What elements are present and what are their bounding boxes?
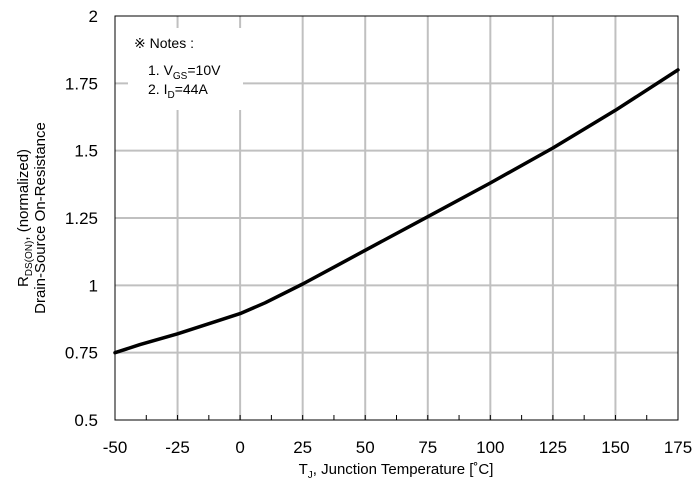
y-axis-title-line2: Drain-Source On-Resistance xyxy=(32,122,49,314)
y-axis-title-line1: RDS(ON), (normalized) xyxy=(15,149,35,287)
x-tick-label: 0 xyxy=(235,438,244,457)
y-tick-label: 0.75 xyxy=(65,344,98,363)
series-layer xyxy=(113,68,680,355)
y-axis-title-line1-sub: DS(ON) xyxy=(24,241,35,277)
y-tick-label: 2 xyxy=(89,7,98,26)
note-2-suffix: =44A xyxy=(175,81,209,97)
x-axis-title-sub: J xyxy=(308,470,313,481)
x-tick-label: 50 xyxy=(356,438,375,457)
x-tick-labels: -50 -25 0 25 50 75 100 125 150 175 xyxy=(103,438,692,457)
y-tick-labels: 0.5 0.75 1 1.25 1.5 1.75 2 xyxy=(65,7,98,430)
plot-frame xyxy=(114,15,679,421)
note-2-sub: D xyxy=(167,90,174,101)
x-tick-label: -25 xyxy=(165,438,190,457)
note-2-prefix: 2. I xyxy=(148,81,167,97)
note-1-suffix: =10V xyxy=(187,62,221,78)
y-axis-title: RDS(ON), (normalized) Drain-Source On-Re… xyxy=(15,122,49,314)
notes-box xyxy=(128,28,243,110)
note-1-prefix: 1. V xyxy=(148,62,174,78)
x-tick-label: 150 xyxy=(601,438,629,457)
y-axis-title-line1-main: R xyxy=(15,276,32,287)
x-axis-title-rest: , Junction Temperature [˚C] xyxy=(313,461,494,478)
y-tick-label: 1.5 xyxy=(74,142,98,161)
x-axis-title-main: T xyxy=(299,461,308,478)
y-tick-label: 1 xyxy=(89,276,98,295)
y-tick-label: 0.5 xyxy=(74,411,98,430)
x-tick-label: 100 xyxy=(476,438,504,457)
x-tick-label: 75 xyxy=(418,438,437,457)
y-tick-label: 1.25 xyxy=(65,209,98,228)
x-tick-label: 125 xyxy=(539,438,567,457)
y-tick-label: 1.75 xyxy=(65,74,98,93)
series-line xyxy=(113,68,680,355)
grid xyxy=(115,16,678,420)
x-tick-label: 175 xyxy=(664,438,692,457)
y-axis-title-line1-rest: , (normalized) xyxy=(15,149,32,241)
note-2: 2. ID=44A xyxy=(148,81,208,101)
note-1: 1. VGS=10V xyxy=(148,62,221,82)
x-tick-label: -50 xyxy=(103,438,128,457)
x-tick-label: 25 xyxy=(293,438,312,457)
x-axis-title: TJ, Junction Temperature [˚C] xyxy=(299,461,494,481)
notes-header: ※ Notes : xyxy=(134,35,194,51)
note-1-sub: GS xyxy=(173,71,188,82)
